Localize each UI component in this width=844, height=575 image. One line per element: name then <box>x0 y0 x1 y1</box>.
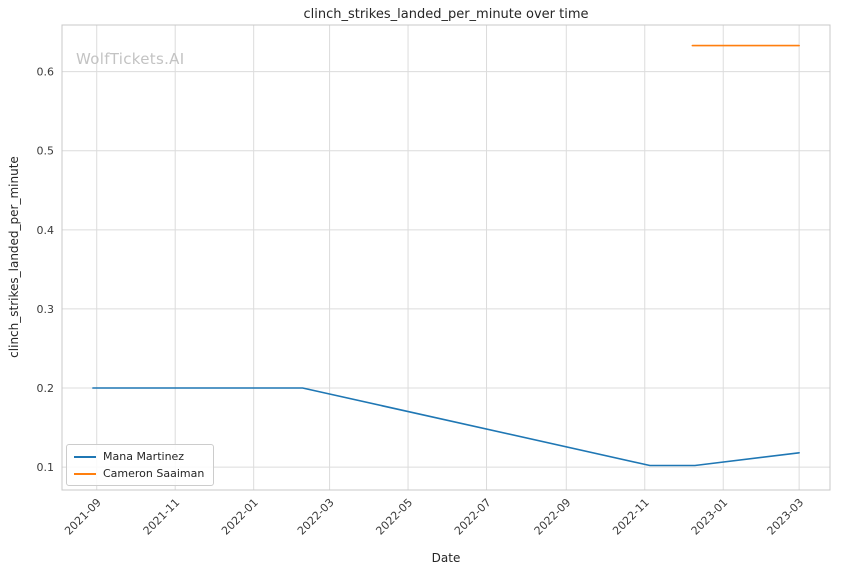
y-tick-label: 0.4 <box>37 224 55 237</box>
legend-label: Cameron Saaiman <box>103 467 205 480</box>
y-tick-label: 0.2 <box>37 382 55 395</box>
legend-item: Mana Martinez <box>74 450 204 463</box>
x-tick-label: 2021-09 <box>62 496 104 538</box>
series-line-0 <box>92 387 800 467</box>
y-tick-label: 0.3 <box>37 303 55 316</box>
x-tick-label: 2022-09 <box>532 496 574 538</box>
x-tick-label: 2022-03 <box>295 496 337 538</box>
legend: Mana Martinez Cameron Saaiman <box>66 444 215 486</box>
legend-line-sample <box>74 455 96 458</box>
x-tick-label: 2021-11 <box>141 496 183 538</box>
x-tick-label: 2022-07 <box>452 496 494 538</box>
x-tick-label: 2022-05 <box>373 496 415 538</box>
legend-label: Mana Martinez <box>103 450 185 463</box>
legend-item: Cameron Saaiman <box>74 467 204 480</box>
plot-border <box>61 24 831 491</box>
y-tick-label: 0.1 <box>37 461 55 474</box>
y-tick-label: 0.6 <box>37 66 55 79</box>
chart-title: clinch_strikes_landed_per_minute over ti… <box>303 7 589 22</box>
x-tick-label: 2022-01 <box>219 496 261 538</box>
watermark-text: WolfTickets.AI <box>76 50 185 68</box>
y-tick-label: 0.5 <box>37 145 55 158</box>
x-tick-label: 2023-01 <box>689 496 731 538</box>
x-tick-label: 2023-03 <box>765 496 807 538</box>
y-axis-label: clinch_strikes_landed_per_minute <box>7 156 21 358</box>
x-axis-label: Date <box>431 551 461 565</box>
x-tick-label: 2022-11 <box>610 496 652 538</box>
legend-line-sample <box>74 472 96 475</box>
